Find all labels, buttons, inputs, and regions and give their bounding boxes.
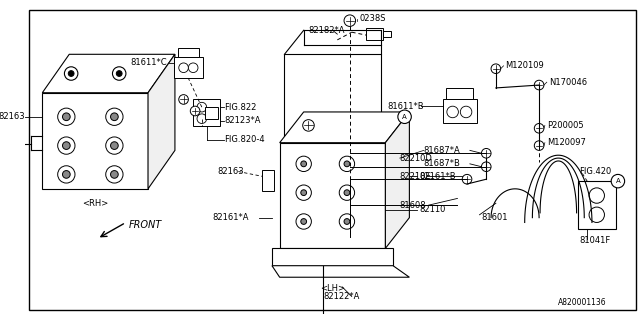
- Circle shape: [58, 108, 75, 125]
- Bar: [284, 54, 381, 179]
- Text: A: A: [616, 178, 620, 184]
- Text: FIG.822: FIG.822: [224, 103, 256, 112]
- Circle shape: [462, 174, 472, 184]
- Circle shape: [491, 64, 500, 74]
- Circle shape: [534, 141, 544, 150]
- Circle shape: [611, 174, 625, 188]
- Text: FIG.420: FIG.420: [579, 167, 612, 176]
- Text: M120097: M120097: [547, 138, 586, 147]
- Text: 81611*C: 81611*C: [131, 59, 167, 68]
- Circle shape: [296, 214, 312, 229]
- Circle shape: [447, 106, 458, 118]
- Circle shape: [534, 80, 544, 90]
- Text: 81608: 81608: [400, 201, 426, 210]
- Bar: [366, 28, 383, 40]
- Text: 82182*A: 82182*A: [308, 26, 345, 35]
- Bar: [262, 170, 274, 191]
- Circle shape: [111, 142, 118, 149]
- Text: N170046: N170046: [548, 78, 587, 87]
- Circle shape: [116, 71, 122, 76]
- Circle shape: [197, 114, 207, 124]
- Text: FIG.820-4: FIG.820-4: [224, 135, 264, 144]
- Circle shape: [301, 161, 307, 167]
- Circle shape: [339, 185, 355, 200]
- Circle shape: [344, 161, 350, 167]
- Bar: [174, 57, 203, 78]
- Text: A820001136: A820001136: [558, 298, 607, 307]
- Bar: [577, 181, 616, 229]
- Circle shape: [301, 219, 307, 224]
- Circle shape: [65, 67, 78, 80]
- Polygon shape: [385, 112, 410, 248]
- Text: 0238S: 0238S: [360, 14, 386, 23]
- Circle shape: [68, 71, 74, 76]
- Text: 82210E: 82210E: [400, 172, 431, 181]
- Circle shape: [589, 207, 604, 222]
- Circle shape: [339, 156, 355, 172]
- Circle shape: [296, 156, 312, 172]
- Text: FRONT: FRONT: [129, 220, 162, 230]
- Circle shape: [534, 124, 544, 133]
- Circle shape: [58, 166, 75, 183]
- Text: 82110: 82110: [419, 205, 445, 214]
- Text: P200005: P200005: [547, 121, 584, 130]
- Circle shape: [460, 106, 472, 118]
- Circle shape: [344, 15, 356, 27]
- Circle shape: [344, 190, 350, 196]
- Circle shape: [481, 148, 491, 158]
- Bar: [205, 107, 218, 119]
- Circle shape: [113, 67, 126, 80]
- Circle shape: [301, 190, 307, 196]
- Text: <LH>: <LH>: [320, 284, 345, 293]
- Circle shape: [398, 110, 412, 124]
- Circle shape: [179, 95, 188, 104]
- Circle shape: [58, 137, 75, 154]
- Circle shape: [106, 137, 123, 154]
- Circle shape: [303, 120, 314, 131]
- Circle shape: [63, 171, 70, 178]
- Text: 82161*B: 82161*B: [419, 172, 456, 181]
- Bar: [443, 100, 477, 124]
- Circle shape: [339, 214, 355, 229]
- Text: M120109: M120109: [506, 61, 544, 70]
- Circle shape: [190, 106, 200, 116]
- Text: 82123*A: 82123*A: [224, 116, 260, 125]
- Circle shape: [106, 166, 123, 183]
- Text: 82161*A: 82161*A: [212, 213, 249, 222]
- Bar: [280, 143, 385, 248]
- Circle shape: [63, 142, 70, 149]
- Circle shape: [179, 63, 188, 73]
- Circle shape: [188, 63, 198, 73]
- Text: 82163: 82163: [0, 112, 25, 121]
- Circle shape: [111, 113, 118, 121]
- Circle shape: [481, 162, 491, 172]
- Bar: [383, 31, 391, 37]
- Bar: [193, 100, 220, 126]
- Bar: [446, 88, 473, 100]
- Bar: [178, 48, 199, 57]
- Text: 81687*A: 81687*A: [424, 146, 461, 155]
- Polygon shape: [280, 112, 410, 143]
- Text: 81601: 81601: [481, 213, 508, 222]
- Text: A: A: [402, 114, 407, 120]
- Text: 82210D: 82210D: [400, 154, 433, 163]
- Circle shape: [589, 188, 604, 203]
- Circle shape: [106, 108, 123, 125]
- Circle shape: [344, 219, 350, 224]
- Polygon shape: [148, 54, 175, 189]
- Polygon shape: [272, 266, 410, 277]
- Circle shape: [197, 102, 207, 112]
- Circle shape: [111, 171, 118, 178]
- Polygon shape: [272, 248, 393, 266]
- Text: 81041F: 81041F: [579, 236, 611, 245]
- Circle shape: [63, 113, 70, 121]
- Text: 82163: 82163: [217, 167, 244, 176]
- Polygon shape: [42, 54, 175, 93]
- Text: 81687*B: 81687*B: [424, 159, 461, 168]
- Text: 82122*A: 82122*A: [323, 292, 359, 301]
- Text: <RH>: <RH>: [82, 199, 108, 208]
- Bar: [42, 93, 148, 189]
- Text: 81611*B: 81611*B: [387, 102, 424, 111]
- Circle shape: [296, 185, 312, 200]
